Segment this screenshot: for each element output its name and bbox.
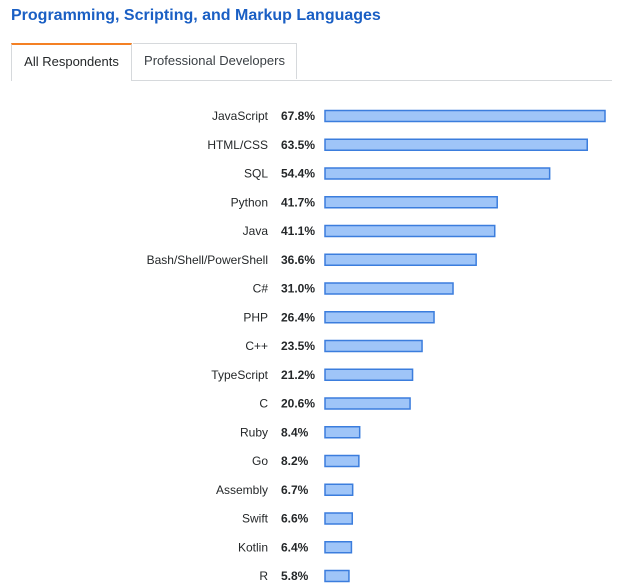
bar-ruby <box>324 426 361 439</box>
category-label-typescript: TypeScript <box>211 368 268 382</box>
value-label-python: 41.7% <box>281 195 315 209</box>
category-label-javascript: JavaScript <box>212 109 269 123</box>
bar-kotlin <box>324 541 353 554</box>
bar-java <box>324 224 496 238</box>
tab-all-respondents[interactable]: All Respondents <box>11 43 132 81</box>
value-label-sql: 54.4% <box>281 167 315 181</box>
bar-bash-shell-powershell <box>324 253 477 266</box>
bar-php <box>324 311 435 324</box>
value-label-java: 41.1% <box>281 224 315 238</box>
category-label-swift: Swift <box>242 512 269 526</box>
category-label-sql: SQL <box>244 167 268 181</box>
category-label-c: C# <box>253 282 269 296</box>
bar-r <box>324 569 350 583</box>
category-label-c: C <box>259 397 268 411</box>
value-label-swift: 6.6% <box>281 512 309 526</box>
category-label-go: Go <box>252 454 268 468</box>
value-label-c: 23.5% <box>281 339 315 353</box>
value-label-html-css: 63.5% <box>281 138 315 152</box>
bar-typescript <box>324 368 414 381</box>
value-label-typescript: 21.2% <box>281 368 315 382</box>
value-label-go: 8.2% <box>281 454 309 468</box>
value-label-c: 20.6% <box>281 397 315 411</box>
value-label-ruby: 8.4% <box>281 425 309 439</box>
category-label-kotlin: Kotlin <box>238 540 268 554</box>
bar-sql <box>324 167 551 180</box>
category-label-r: R <box>259 569 268 583</box>
category-label-ruby: Ruby <box>240 425 268 439</box>
category-label-assembly: Assembly <box>216 483 268 497</box>
bar-python <box>324 196 498 209</box>
bar-html-css <box>324 138 588 151</box>
bar-assembly <box>324 483 354 496</box>
value-label-assembly: 6.7% <box>281 483 309 497</box>
bar-go <box>324 454 360 468</box>
category-label-c: C++ <box>245 339 268 353</box>
category-label-html-css: HTML/CSS <box>207 138 268 152</box>
category-label-java: Java <box>243 224 269 238</box>
value-label-php: 26.4% <box>281 310 315 324</box>
bar-javascript <box>324 109 606 123</box>
bar-swift <box>324 512 354 525</box>
category-label-php: PHP <box>243 310 268 324</box>
chart-title: Programming, Scripting, and Markup Langu… <box>11 7 381 24</box>
tab-professional-developers[interactable]: Professional Developers <box>133 43 297 79</box>
value-label-kotlin: 6.4% <box>281 540 309 554</box>
value-label-javascript: 67.8% <box>281 109 315 123</box>
respondent-tabs: All Respondents Professional Developers <box>11 43 612 81</box>
languages-bar-chart: JavaScript 67.8% HTML/CSS 63.5% SQL 54.4% Pyth… <box>147 109 606 583</box>
value-label-bash-shell-powershell: 36.6% <box>281 253 315 267</box>
value-label-r: 5.8% <box>281 569 309 583</box>
bar-c <box>324 339 423 353</box>
category-label-bash-shell-powershell: Bash/Shell/PowerShell <box>147 253 268 267</box>
bar-c <box>324 282 454 295</box>
value-label-c: 31.0% <box>281 282 315 296</box>
category-label-python: Python <box>231 195 268 209</box>
bar-c <box>324 397 411 410</box>
